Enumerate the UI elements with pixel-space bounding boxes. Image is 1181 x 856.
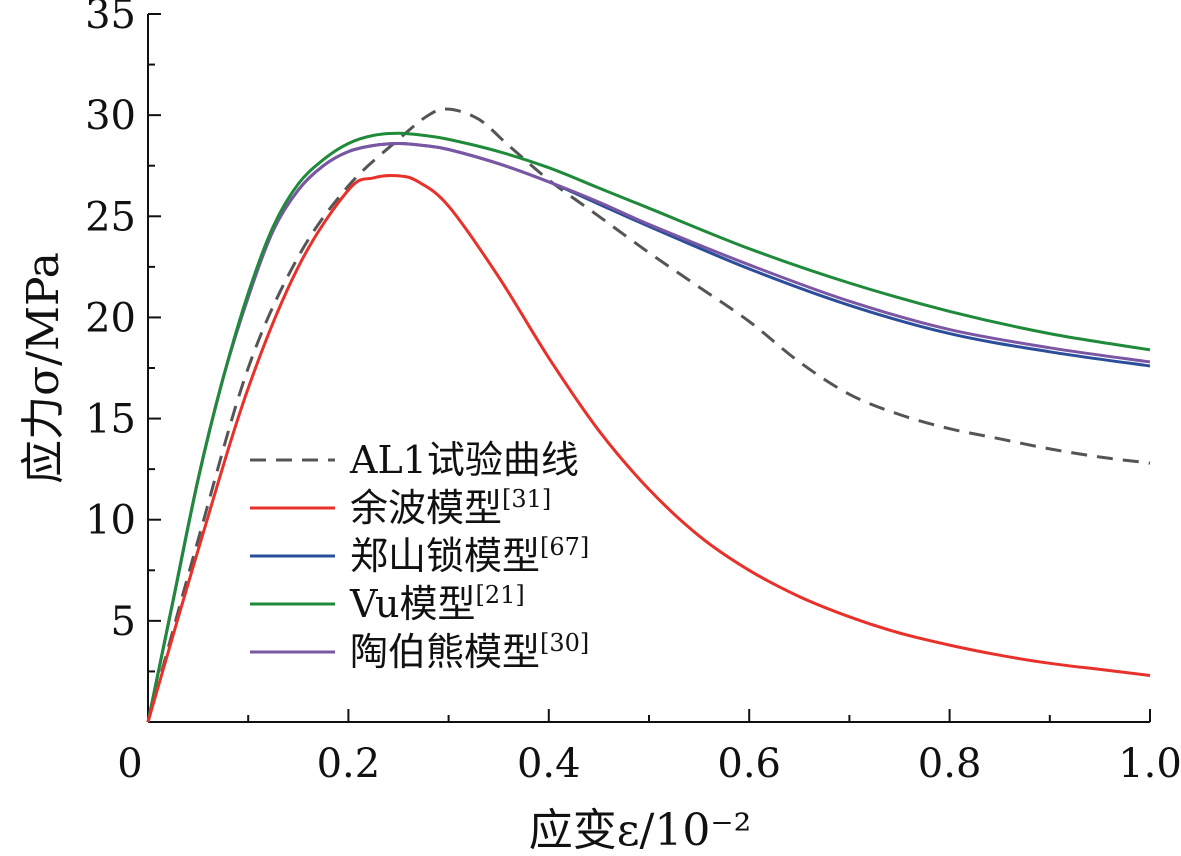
- y-tick-label: 25: [85, 194, 136, 240]
- series-line-1: [146, 174, 1151, 723]
- series-line-4: [146, 142, 1151, 723]
- axes: [147, 14, 1150, 723]
- y-tick-label: 35: [85, 0, 136, 38]
- x-tick-label: 0.6: [717, 741, 781, 787]
- y-tick-label: 10: [85, 498, 136, 544]
- legend-label-0: AL1试验曲线: [349, 438, 579, 482]
- y-axis-ticks: 5 10 15 20 25 30 35: [85, 0, 161, 673]
- x-tick-label: 1.0: [1118, 741, 1181, 787]
- legend-label-3: Vu模型[21]: [349, 581, 525, 626]
- series-line-2: [146, 142, 1151, 723]
- legend-label-4: 陶伯熊模型[30]: [350, 629, 589, 674]
- legend: AL1试验曲线余波模型[31]郑山锁模型[67]Vu模型[21]陶伯熊模型[30…: [250, 438, 589, 674]
- y-axis-title: 应力σ/MPa: [18, 252, 69, 484]
- y-tick-label: 20: [85, 295, 136, 341]
- x-tick-label: 0: [117, 741, 142, 787]
- series-line-3: [146, 131, 1151, 723]
- y-tick-label: 5: [111, 599, 136, 645]
- series-lines: [146, 107, 1151, 723]
- x-tick-label: 0.2: [317, 741, 381, 787]
- x-tick-label: 0.4: [517, 741, 581, 787]
- x-axis-title: 应变ε/10⁻²: [529, 805, 751, 856]
- legend-label-1: 余波模型[31]: [350, 485, 551, 530]
- series-line-0: [146, 107, 1151, 723]
- y-tick-label: 15: [85, 397, 136, 443]
- x-tick-label: 0.8: [918, 741, 982, 787]
- x-axis-ticks: 0 0.2 0.4 0.6 0.8 1.0: [117, 709, 1181, 787]
- legend-label-2: 郑山锁模型[67]: [350, 533, 589, 578]
- y-tick-label: 30: [85, 93, 136, 139]
